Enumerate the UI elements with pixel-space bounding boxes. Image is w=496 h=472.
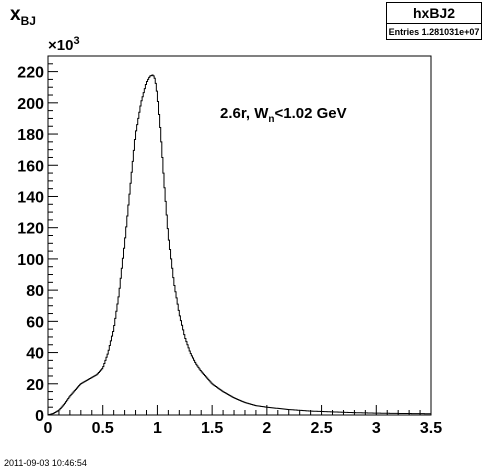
x-tick-label: 1 <box>153 420 162 437</box>
y-tick-label: 20 <box>26 377 44 394</box>
y-tick-label: 140 <box>17 189 44 206</box>
x-axis: 0 0.5 1 1.5 2 2.5 3 3.5 <box>44 405 442 437</box>
y-tick-label: 40 <box>26 346 44 363</box>
y-tick-label: 180 <box>17 127 44 144</box>
y-multiplier-label: ×103 <box>48 35 80 54</box>
x-tick-label: 3 <box>372 420 381 437</box>
x-tick-label: 2 <box>262 420 271 437</box>
series-line <box>48 74 431 416</box>
y-tick-label: 200 <box>17 96 44 113</box>
x-tick-label: 1.5 <box>201 420 223 437</box>
entries-label: Entries <box>388 27 420 37</box>
y-tick-label: 100 <box>17 252 44 269</box>
stats-box: hxBJ2 Entries 1.281031e+07 <box>386 2 482 40</box>
y-tick-label: 160 <box>17 158 44 175</box>
timestamp: 2011-09-03 10:46:54 <box>4 458 87 468</box>
x-tick-label: 2.5 <box>310 420 332 437</box>
cut-annotation: 2.6r, Wn<1.02 GeV <box>220 105 347 125</box>
x-tick-label: 0 <box>44 420 53 437</box>
y-tick-label: 80 <box>26 283 44 300</box>
y-axis: 0 20 40 60 80 100 120 140 160 180 200 220 <box>17 55 58 425</box>
x-tick-label: 0.5 <box>92 420 114 437</box>
x-tick-label: 3.5 <box>420 420 442 437</box>
y-tick-label: 0 <box>35 408 44 425</box>
histogram-name: hxBJ2 <box>387 3 481 24</box>
entries-row: Entries 1.281031e+07 <box>387 24 481 40</box>
y-tick-label: 60 <box>26 314 44 331</box>
y-tick-label: 220 <box>17 65 44 82</box>
chart-title: xBJ <box>10 4 36 28</box>
plot-frame <box>47 55 432 416</box>
entries-value: 1.281031e+07 <box>421 27 480 37</box>
y-tick-label: 120 <box>17 221 44 238</box>
